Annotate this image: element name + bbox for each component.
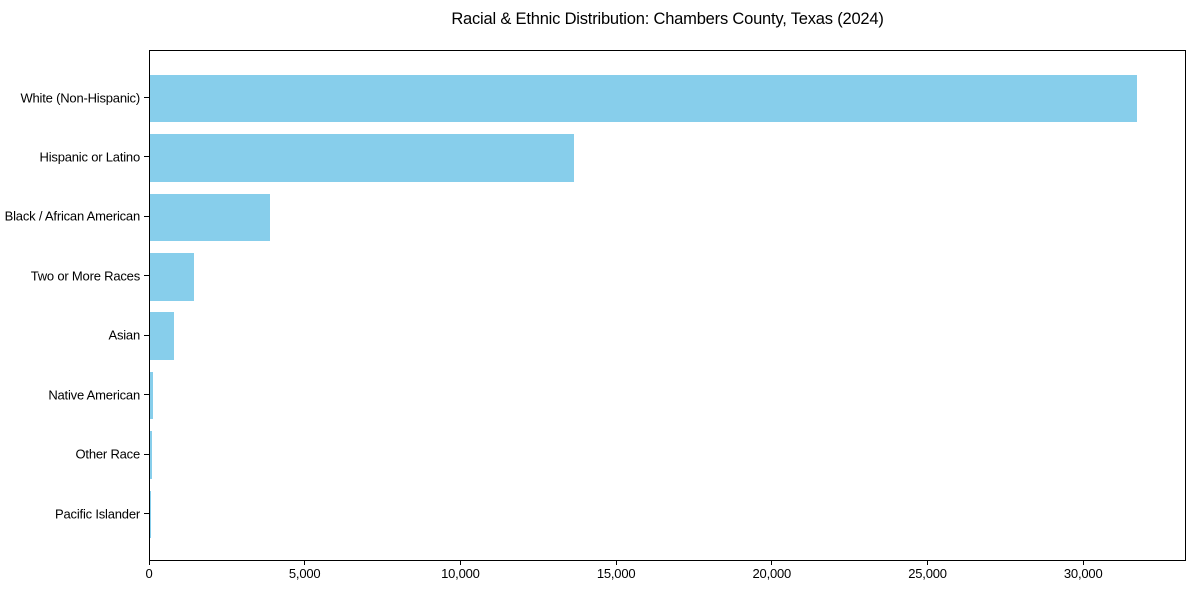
bar-other-race — [150, 431, 152, 479]
bar-pacific-islander — [150, 490, 151, 539]
y-label-white-non-hispanic: White (Non-Hispanic) — [20, 90, 140, 105]
bar-two-or-more-races — [150, 253, 194, 301]
y-tick-two-or-more-races — [144, 275, 149, 277]
x-label-20000: 20,000 — [752, 566, 792, 581]
y-label-pacific-islander: Pacific Islander — [55, 506, 140, 521]
bar-native-american — [150, 371, 153, 420]
x-tick-25000 — [927, 561, 928, 565]
x-tick-0 — [148, 561, 150, 565]
x-tick-5000 — [304, 561, 306, 565]
bar-hispanic-or-latino — [150, 134, 574, 182]
x-label-25000: 25,000 — [908, 566, 947, 581]
bar-asian — [150, 312, 174, 360]
y-label-native-american: Native American — [48, 387, 140, 403]
x-tick-10000 — [459, 561, 461, 565]
x-tick-20000 — [771, 561, 773, 565]
y-tick-pacific-islander — [144, 513, 149, 514]
bar-black-african-american — [150, 193, 270, 242]
y-label-black-african-american: Black / African American — [4, 208, 141, 224]
bar-white-non-hispanic — [150, 74, 1138, 123]
chart-title: Racial & Ethnic Distribution: Chambers C… — [451, 10, 884, 28]
y-tick-asian — [144, 334, 149, 336]
x-label-5000: 5,000 — [288, 566, 321, 581]
y-label-two-or-more-races: Two or More Races — [30, 268, 141, 284]
x-tick-15000 — [615, 561, 617, 565]
x-label-10000: 10,000 — [441, 566, 480, 581]
y-label-other-race: Other Race — [75, 446, 141, 462]
y-tick-hispanic-or-latino — [144, 156, 149, 158]
y-tick-black-african-american — [144, 215, 149, 217]
plot-area — [149, 50, 1186, 561]
x-label-0: 0 — [145, 566, 153, 581]
y-tick-white-non-hispanic — [144, 97, 149, 98]
y-tick-native-american — [144, 394, 149, 396]
x-tick-30000 — [1082, 561, 1084, 565]
y-label-asian: Asian — [108, 327, 140, 343]
x-label-15000: 15,000 — [596, 566, 636, 581]
y-label-hispanic-or-latino: Hispanic or Latino — [39, 149, 141, 165]
y-tick-other-race — [144, 453, 149, 455]
x-label-30000: 30,000 — [1063, 566, 1103, 581]
